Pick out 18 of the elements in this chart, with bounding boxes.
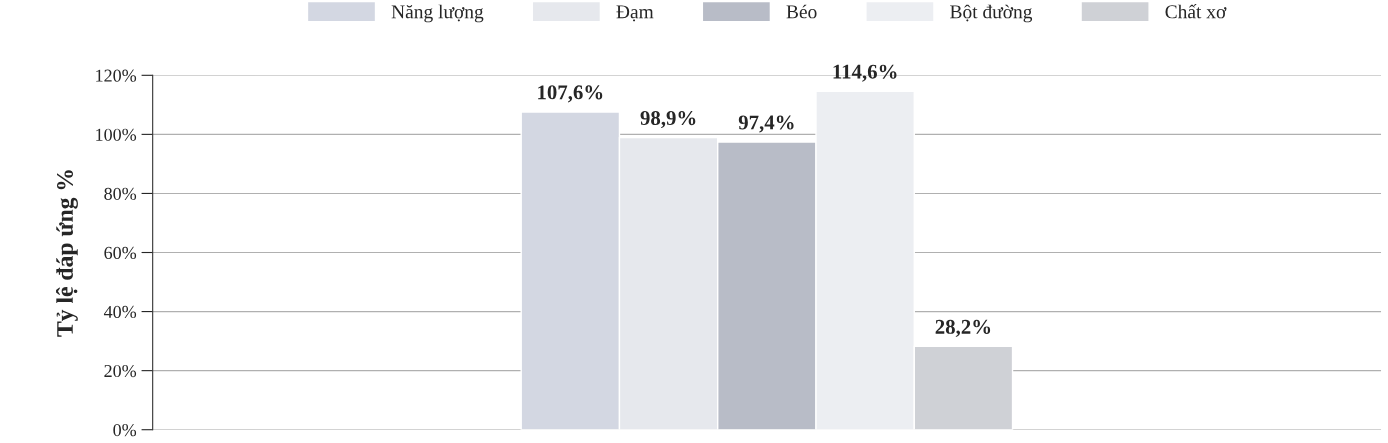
legend-label: Đạm [616,5,654,22]
legend-label: Bột đường [950,4,1033,23]
text: 114,6% [833,64,897,82]
y-tick-label: 120% [96,69,137,82]
y-tick-label: 100% [96,128,137,141]
legend-label: Chất xơ [1165,4,1227,19]
y-tick-label: 60% [104,246,137,260]
y-tick-label: 80% [104,187,137,200]
y-tick-label: 0% [113,423,137,437]
text: 98,9% [640,111,696,129]
legend-label: Béo [786,4,817,19]
y-tick-label: 20% [104,364,137,378]
y-axis-title: Tỷ lệ đáp ứng % [56,170,78,337]
text: 97,4% [738,115,794,133]
y-tick-label: 40% [103,305,137,319]
legend-label: Năng lượng [391,4,484,23]
text: 28,2% [935,319,991,337]
text: 107,6% [538,85,603,103]
